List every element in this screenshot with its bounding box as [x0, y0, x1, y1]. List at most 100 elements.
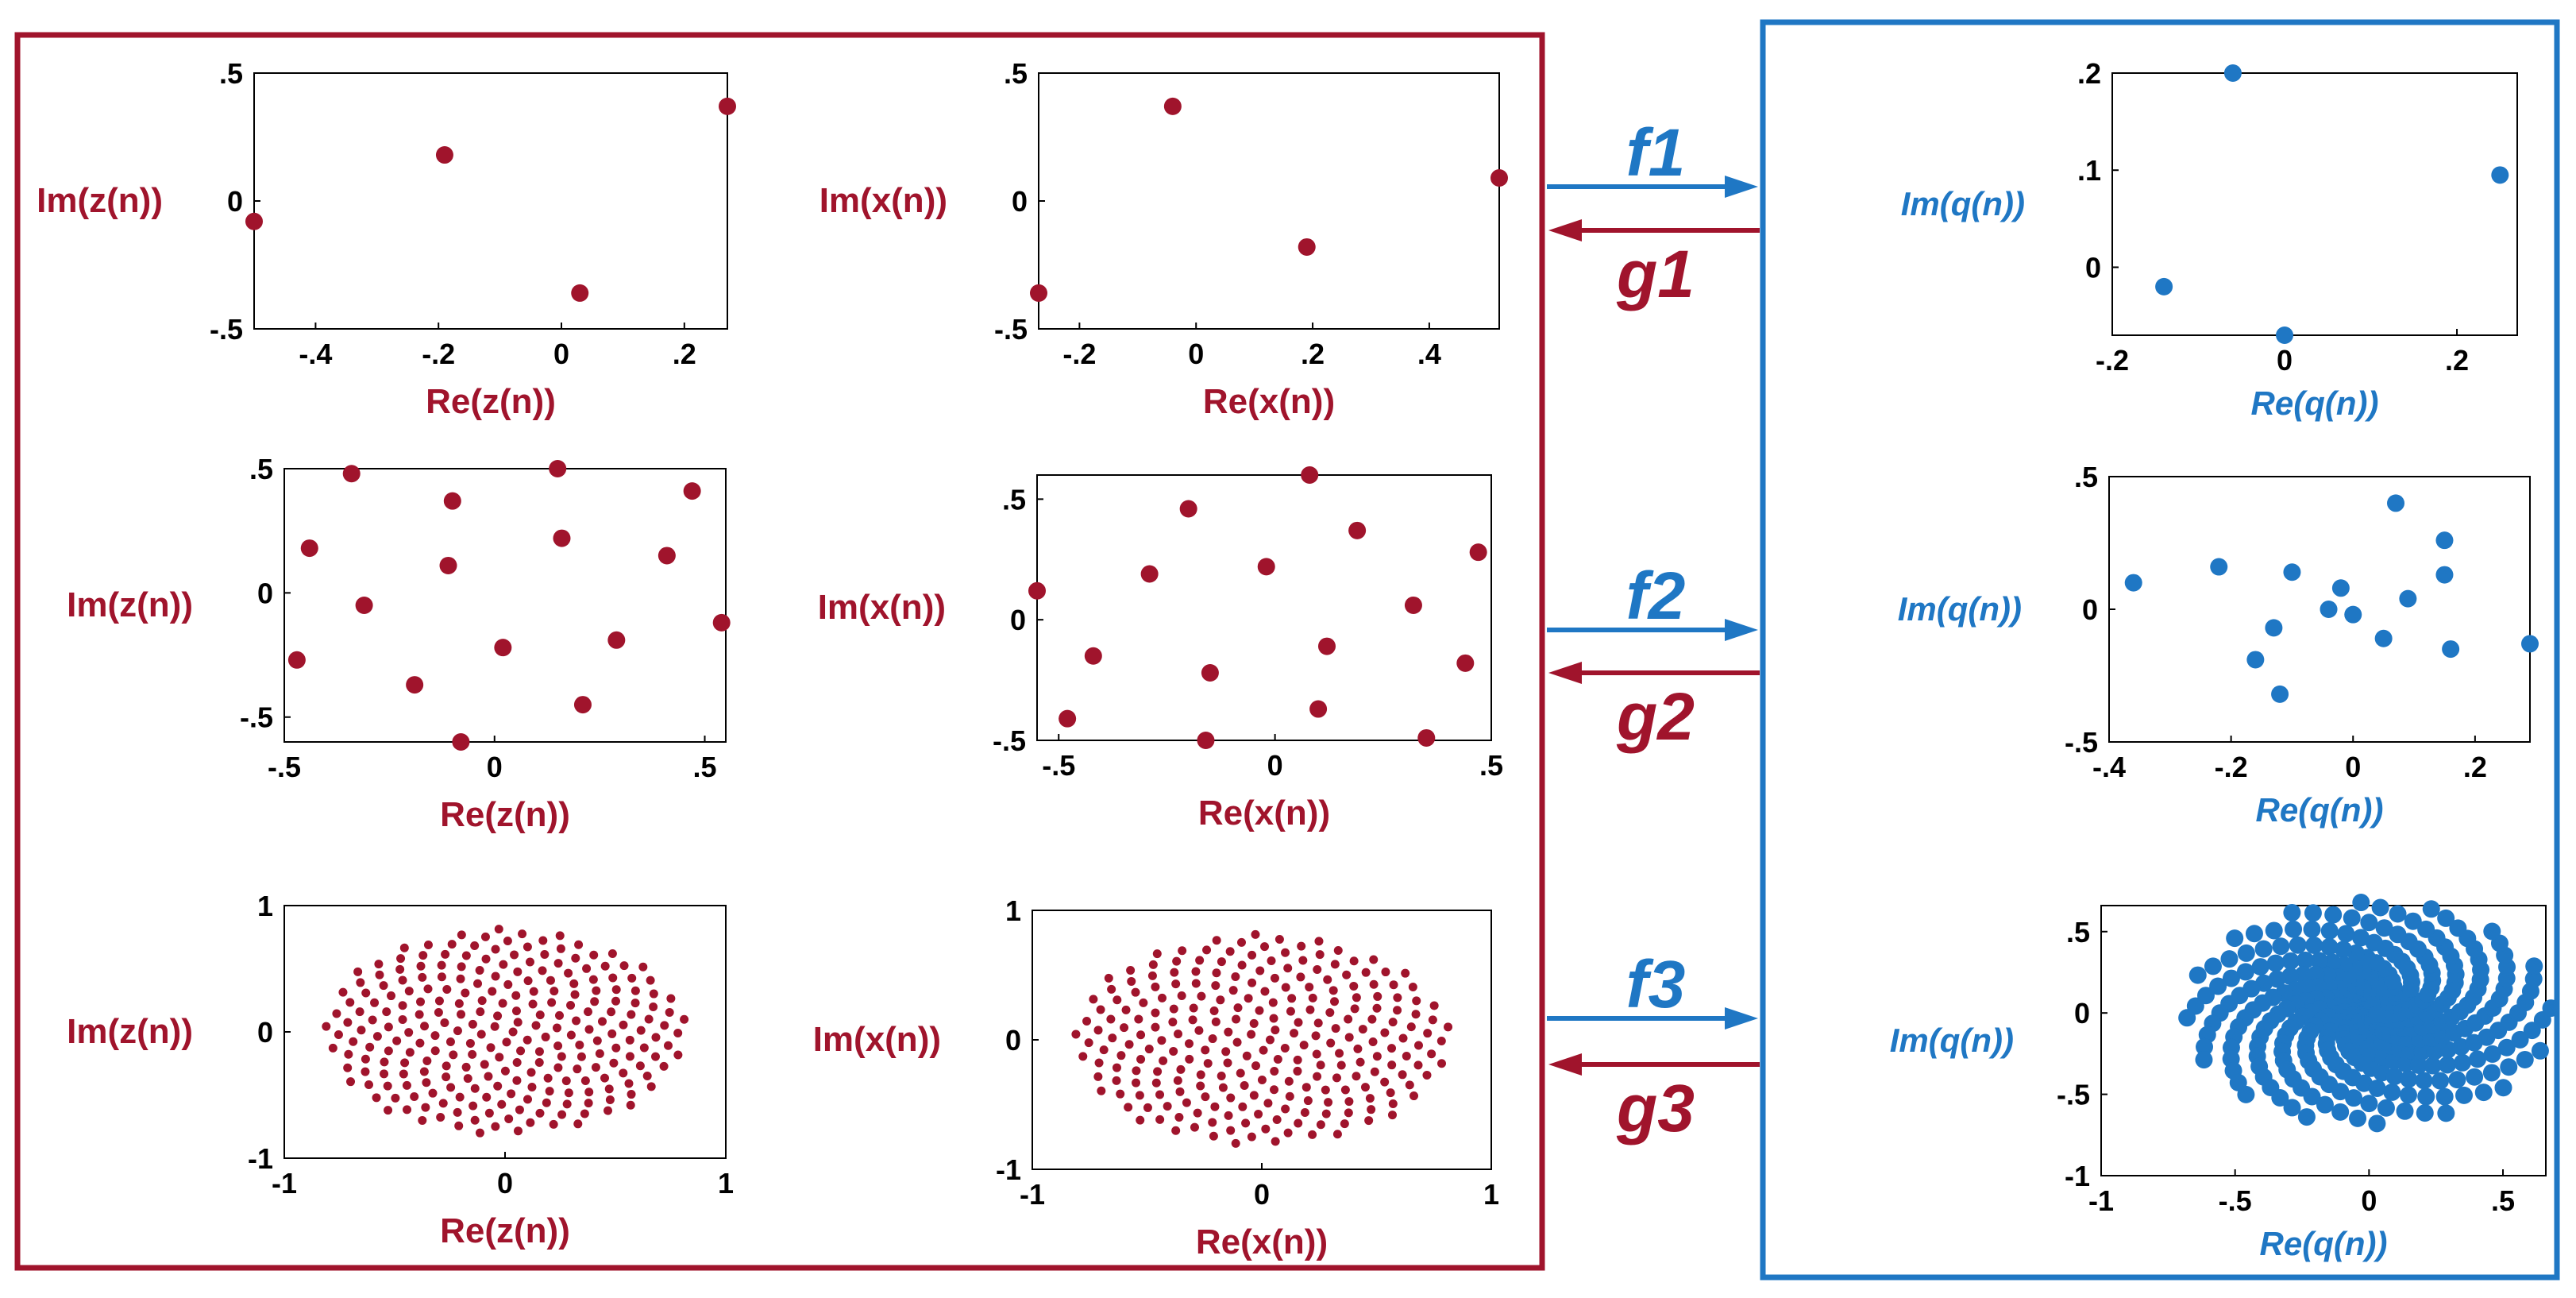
data-point	[1189, 1003, 1198, 1013]
data-point	[2399, 1086, 2417, 1104]
data-point	[475, 965, 484, 975]
data-point	[1344, 1033, 1354, 1042]
data-point	[2316, 1095, 2334, 1114]
x-tick-label: -.2	[1062, 338, 1096, 370]
data-point	[1349, 956, 1359, 966]
data-point	[2389, 905, 2407, 923]
data-point	[1315, 950, 1325, 960]
data-point	[2387, 494, 2405, 512]
data-point	[513, 1126, 523, 1136]
data-point	[1209, 1131, 1218, 1141]
data-point	[569, 979, 579, 988]
data-point	[1380, 1028, 1390, 1037]
data-point	[1298, 238, 1316, 256]
data-point	[1191, 967, 1201, 976]
data-point	[435, 146, 453, 164]
mapping-arrows: f1 g1 f2 g2 f3 g3	[1547, 115, 1760, 1145]
data-point	[1272, 1115, 1282, 1125]
x-tick-label: -1	[272, 1167, 297, 1199]
x-tick-label: -1	[2088, 1184, 2114, 1217]
data-point	[550, 987, 559, 996]
data-point	[1148, 960, 1158, 969]
data-point	[1348, 521, 1367, 539]
data-point	[1190, 1122, 1199, 1132]
data-point	[2455, 1086, 2473, 1104]
data-point	[1217, 957, 1226, 967]
data-point	[547, 998, 557, 1007]
data-point	[1330, 997, 1340, 1006]
data-point	[1171, 979, 1181, 989]
data-point	[1134, 1014, 1143, 1024]
data-point	[1436, 1059, 1446, 1068]
data-point	[584, 1025, 594, 1034]
data-point	[454, 1121, 464, 1130]
y-tick-label: .1	[2077, 154, 2101, 187]
data-point	[438, 1099, 448, 1108]
data-point	[1084, 1038, 1093, 1048]
data-point	[2466, 1068, 2484, 1086]
data-point	[1326, 1038, 1336, 1048]
plot-q3: -1 -.5 0 .5 -1 -.5 0 .5 Re(q(n)) Im(q(n))	[1890, 894, 2560, 1262]
data-point	[1260, 987, 1270, 996]
data-point	[531, 1021, 541, 1030]
data-point	[1247, 1030, 1256, 1039]
data-point	[1331, 1024, 1340, 1033]
data-point	[573, 1119, 583, 1129]
data-point	[2516, 1050, 2534, 1068]
data-point	[1169, 1046, 1178, 1056]
data-point	[2383, 1083, 2401, 1101]
data-point	[1271, 1137, 1280, 1146]
x-tick-label: .2	[673, 338, 696, 370]
data-point	[1428, 1015, 1437, 1025]
data-point	[571, 953, 580, 963]
data-point	[1316, 1120, 1325, 1130]
data-point	[434, 1007, 443, 1017]
plot-z3: -1 0 1 -1 0 1 Re(z(n)) Im(z(n))	[67, 890, 734, 1250]
data-point	[1197, 991, 1206, 1001]
data-point	[1324, 1098, 1333, 1107]
data-point	[627, 973, 637, 983]
data-point	[398, 1015, 407, 1025]
data-point	[452, 733, 470, 751]
data-point	[549, 1119, 558, 1129]
data-point	[468, 1049, 477, 1059]
data-point	[402, 1080, 411, 1090]
data-point	[553, 959, 563, 968]
data-point	[2385, 1068, 2404, 1086]
y-tick-label: -.5	[2057, 1079, 2090, 1111]
data-point	[1236, 937, 1246, 947]
data-point	[1367, 1105, 1376, 1115]
data-point	[1212, 968, 1221, 978]
data-point	[642, 1071, 652, 1080]
data-point	[1174, 1030, 1183, 1039]
data-point	[2354, 1074, 2373, 1092]
data-point	[1170, 968, 1179, 977]
data-point	[1422, 1070, 1432, 1080]
data-point	[1247, 1132, 1256, 1142]
data-point	[1082, 1016, 1092, 1026]
data-point	[1283, 964, 1293, 973]
data-point	[2474, 1084, 2493, 1102]
data-point	[1257, 558, 1275, 576]
data-point	[673, 1029, 683, 1038]
data-point	[2437, 909, 2455, 927]
data-point	[1342, 970, 1352, 979]
data-point	[392, 1036, 402, 1045]
map-pair-3: f3 g3	[1547, 947, 1760, 1145]
data-point	[712, 613, 731, 632]
data-point	[1389, 980, 1398, 990]
data-point	[1136, 1115, 1145, 1125]
data-point	[1368, 1037, 1378, 1046]
data-point	[508, 1027, 518, 1037]
data-point	[1352, 1072, 1361, 1081]
data-point	[357, 1026, 366, 1035]
data-point	[555, 931, 565, 941]
data-point	[1135, 1091, 1144, 1100]
data-point	[384, 1022, 393, 1032]
data-point	[463, 1074, 472, 1084]
data-point	[557, 1052, 566, 1061]
data-point	[1242, 1051, 1251, 1060]
data-point	[416, 997, 426, 1006]
x-tick-label: 0	[1267, 749, 1283, 782]
data-point	[1151, 1078, 1161, 1087]
